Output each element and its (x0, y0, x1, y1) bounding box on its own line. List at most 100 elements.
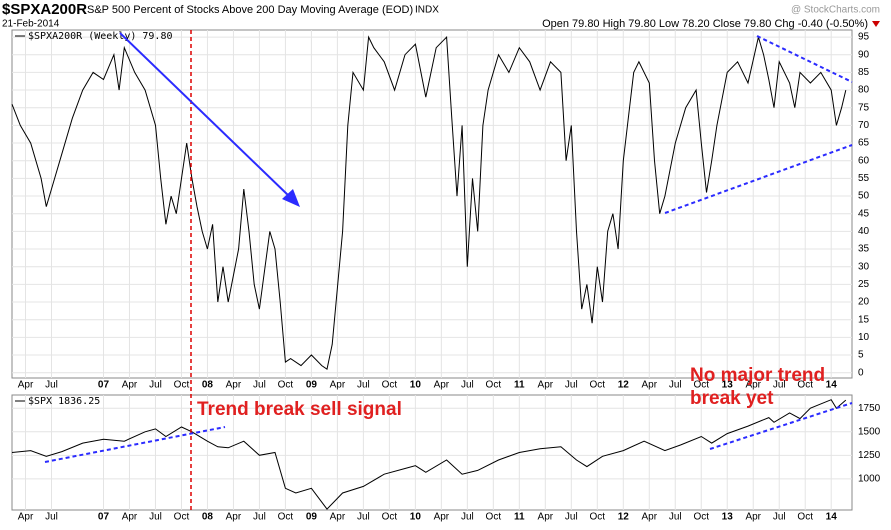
x-tick-label: 09 (306, 512, 318, 523)
x-tick-label: Jul (669, 512, 682, 523)
y-tick-label: 45 (858, 208, 870, 219)
annotations: Trend break sell signal No major trend b… (44, 30, 853, 510)
x-tick-label: 11 (514, 512, 525, 523)
plot-frame (11, 394, 853, 511)
x-tick-label: Jul (565, 380, 578, 391)
x-tick-label: Apr (18, 512, 34, 523)
x-tick-label: Jul (149, 380, 162, 391)
y-tick-label: 15 (858, 314, 870, 325)
x-tick-label: Jul (45, 512, 58, 523)
x-tick-label: Jul (45, 380, 58, 391)
trendline (44, 426, 226, 463)
exchange: INDX (415, 5, 439, 16)
x-tick-label: Jul (461, 380, 474, 391)
x-tick-label: 12 (618, 380, 630, 391)
x-tick-label: 07 (98, 380, 110, 391)
annotation: Trend break sell signal (197, 399, 402, 420)
trendline (756, 35, 853, 83)
x-tick-label: 14 (826, 512, 838, 523)
x-tick-label: 08 (202, 380, 214, 391)
x-tick-label: Jul (565, 512, 578, 523)
y-tick-label: 5 (858, 350, 864, 361)
x-tick-label: Oct (278, 512, 294, 523)
x-tick-label: 09 (306, 380, 318, 391)
down-icon (872, 21, 880, 27)
trendline (709, 402, 853, 450)
x-tick-label: Oct (382, 380, 398, 391)
x-tick-label: Apr (18, 380, 34, 391)
annotation: No major trend (690, 365, 825, 386)
x-tick-label: 12 (618, 512, 630, 523)
arrow-head (282, 189, 300, 207)
y-tick-label: 1750 (858, 403, 881, 414)
y-tick-label: 70 (858, 120, 870, 131)
x-tick-label: Jul (461, 512, 474, 523)
x-tick-label: Oct (797, 512, 813, 523)
plots: Apr Jul 07 Apr Jul Oct 08 Apr Jul Oct 09 Apr Jul Oct 1… (11, 29, 881, 523)
y-tick-label: 10 (858, 332, 870, 343)
x-tick-label: Apr (641, 512, 657, 523)
y-tick-label: 20 (858, 297, 870, 308)
x-tick-label: Apr (226, 380, 242, 391)
y-tick-label: 80 (858, 85, 870, 96)
x-tick-label: Jul (773, 380, 786, 391)
x-tick-label: Oct (590, 380, 606, 391)
data-line (11, 399, 847, 510)
x-tick-label: Apr (641, 380, 657, 391)
x-tick-label: Oct (486, 380, 502, 391)
plot-frame (11, 29, 853, 379)
legend-entry: $SPXA200R (Weekly) 79.80 (28, 31, 173, 42)
date: 21-Feb-2014 (2, 19, 60, 30)
y-tick-label: 40 (858, 226, 870, 237)
x-tick-label: Oct (174, 512, 190, 523)
y-tick-label: 90 (858, 49, 870, 60)
x-tick-label: Apr (434, 512, 450, 523)
y-tick-label: 75 (858, 102, 870, 113)
x-tick-label: Jul (253, 512, 266, 523)
x-tick-label: Apr (538, 380, 554, 391)
y-tick-label: 0 (858, 367, 864, 378)
x-tick-label: Jul (357, 512, 370, 523)
x-tick-label: Jul (773, 512, 786, 523)
x-tick-label: Apr (226, 512, 242, 523)
x-tick-label: Oct (693, 512, 709, 523)
x-tick-label: Jul (149, 512, 162, 523)
y-tick-label: 35 (858, 244, 870, 255)
x-tick-label: Oct (693, 380, 709, 391)
x-tick-label: Jul (253, 380, 266, 391)
legend-entry: $SPX 1836.25 (28, 396, 100, 407)
annotation: break yet (690, 388, 774, 409)
y-tick-label: 55 (858, 173, 870, 184)
x-tick-label: 14 (826, 380, 838, 391)
x-tick-label: Jul (357, 380, 370, 391)
symbol: $SPXA200R (2, 1, 87, 18)
x-tick-label: Oct (382, 512, 398, 523)
arrow (119, 32, 291, 198)
x-tick-label: 10 (410, 380, 422, 391)
y-tick-label: 65 (858, 138, 870, 149)
x-tick-label: Apr (330, 512, 346, 523)
x-tick-label: 08 (202, 512, 214, 523)
y-tick-label: 60 (858, 155, 870, 166)
x-tick-label: 13 (722, 512, 734, 523)
y-tick-label: 95 (858, 32, 870, 43)
x-tick-label: Oct (174, 380, 190, 391)
y-tick-label: 85 (858, 67, 870, 78)
x-tick-label: 11 (514, 380, 525, 391)
y-tick-label: 1500 (858, 426, 881, 437)
y-tick-label: 1000 (858, 474, 881, 485)
watermark: @ StockCharts.com (791, 5, 880, 16)
x-tick-label: Apr (330, 380, 346, 391)
y-tick-label: 50 (858, 191, 870, 202)
x-tick-label: 13 (722, 380, 734, 391)
quote: Open 79.80 High 79.80 Low 78.20 Close 79… (542, 18, 868, 30)
x-tick-label: Oct (278, 380, 294, 391)
x-tick-label: 10 (410, 512, 422, 523)
x-tick-label: 07 (98, 512, 110, 523)
x-tick-label: Jul (669, 380, 682, 391)
y-tick-label: 1250 (858, 450, 881, 461)
x-tick-label: Apr (745, 512, 761, 523)
x-tick-label: Oct (797, 380, 813, 391)
x-tick-label: Oct (486, 512, 502, 523)
